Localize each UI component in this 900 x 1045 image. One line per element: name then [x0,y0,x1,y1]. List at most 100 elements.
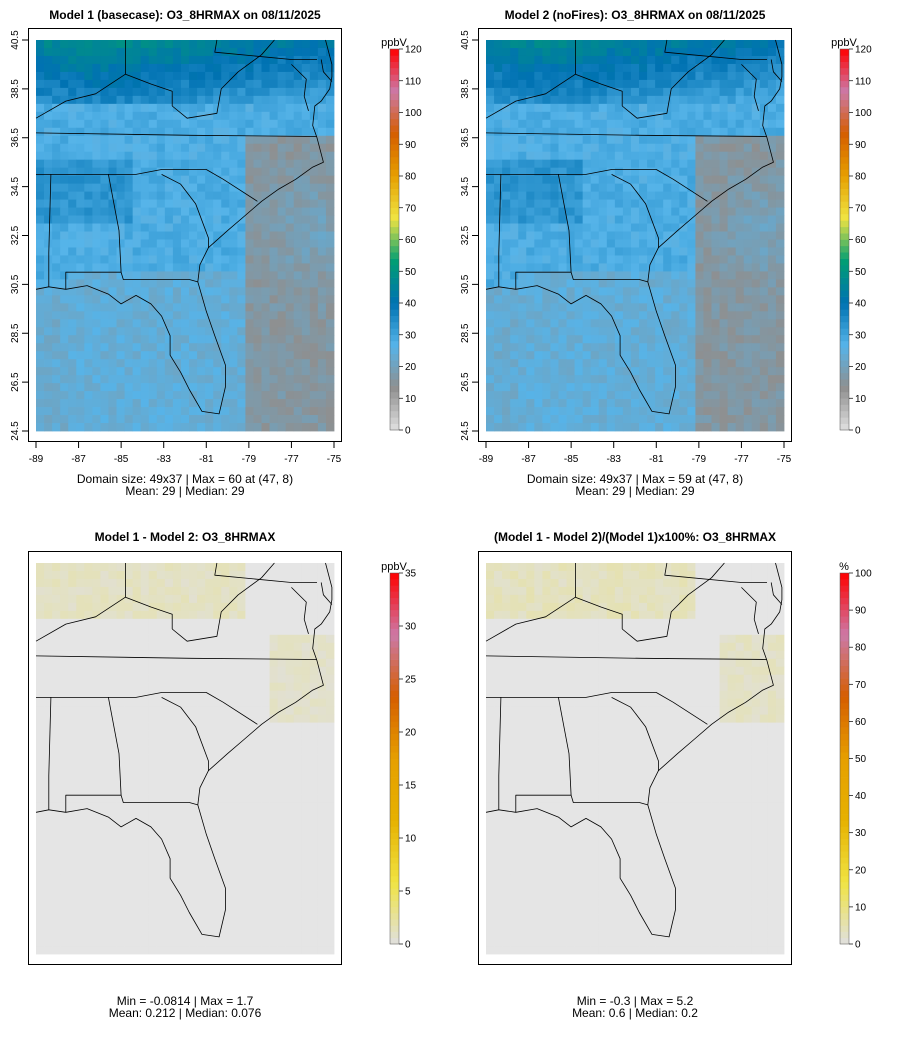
heatmap-cell [486,103,495,113]
heatmap-cell [172,375,182,384]
heatmap-cell [542,383,551,392]
heatmap-cell [221,335,230,344]
heatmap-cell [237,63,246,73]
heatmap-cell [518,71,527,81]
heatmap-cell [68,87,77,97]
colorbar-tick-label: 0 [855,426,861,437]
heatmap-cell [550,351,559,360]
heatmap-cell [550,215,559,224]
heatmap-cell [775,335,785,344]
colorbar-tick-label: 110 [405,76,421,87]
heatmap-cell [132,650,142,660]
heatmap-cell [687,239,696,248]
heatmap-cell [558,239,567,248]
heatmap-cell [606,415,616,424]
heatmap-cell [253,127,262,137]
heatmap-cell [598,79,608,89]
heatmap-cell [140,327,150,336]
heatmap-cell [221,786,230,795]
heatmap-cell [180,714,190,723]
heatmap-cell [598,40,608,49]
heatmap-cell [205,423,214,432]
heatmap-cell [148,223,158,232]
heatmap-cell [550,119,559,129]
heatmap-cell [582,279,592,288]
heatmap-cell [36,610,45,620]
heatmap-cell [60,738,69,747]
heatmap-cell [52,375,61,384]
heatmap-cell [309,47,319,57]
heatmap-cell [124,563,134,572]
heatmap-cell [44,103,53,113]
heatmap-cell [590,295,600,304]
heatmap-cell [148,87,158,97]
heatmap-cell [253,674,262,684]
heatmap-cell [132,247,142,256]
heatmap-cell [124,55,134,65]
heatmap-cell [229,602,238,612]
heatmap-cell [606,223,616,232]
heatmap-cell [172,650,182,660]
heatmap-cell [197,79,206,89]
heatmap-cell [44,263,53,272]
heatmap-cell [164,634,174,644]
heatmap-cell [221,762,230,771]
heatmap-cell [309,271,319,280]
heatmap-cell [205,626,214,636]
heatmap-cell [695,191,704,200]
heatmap-cell [606,103,616,113]
heatmap-cell [92,618,101,628]
heatmap-cell [743,55,753,65]
heatmap-cell [301,650,311,660]
heatmap-cell [727,159,737,169]
colorbar-swatch [390,112,399,120]
heatmap-cell [751,263,761,272]
heatmap-cell [76,239,85,248]
heatmap-cell [325,303,335,312]
heatmap-cell [189,650,198,660]
heatmap-cell [542,239,551,248]
heatmap-cell [36,119,45,129]
heatmap-cell [526,55,535,65]
heatmap-cell [671,407,680,416]
heatmap-cell [727,47,737,57]
heatmap-cell [647,255,656,264]
heatmap-cell [614,111,624,121]
heatmap-cell [132,666,142,676]
heatmap-cell [60,610,69,620]
heatmap-cell [277,183,287,193]
heatmap-cell [630,407,640,416]
heatmap-cell [711,183,720,193]
heatmap-cell [124,95,134,105]
heatmap-cell [253,231,262,240]
heatmap-cell [534,383,543,392]
heatmap-cell [727,79,737,89]
heatmap-cell [116,359,125,368]
heatmap-cell [494,391,503,400]
colorbar-swatch [390,398,399,405]
heatmap-cell [614,375,624,384]
heatmap-cell [164,199,174,208]
heatmap-cell [510,359,519,368]
heatmap-cell [237,199,246,208]
heatmap-cell [510,367,519,376]
heatmap-cell [687,287,696,296]
heatmap-cell [92,423,101,432]
heatmap-cell [148,247,158,256]
heatmap-cell [767,319,777,328]
heatmap-cell [775,127,785,137]
heatmap-cell [719,231,729,240]
heatmap-cell [68,111,77,121]
heatmap-cell [277,239,287,248]
heatmap-cell [116,666,125,676]
heatmap-cell [221,167,230,177]
heatmap-cell [590,119,600,129]
heatmap-cell [285,151,295,161]
heatmap-cell [229,319,238,328]
heatmap-cell [727,303,737,312]
heatmap-cell [285,183,295,193]
heatmap-cell [558,95,567,105]
heatmap-cell [647,375,656,384]
heatmap-cell [197,730,206,739]
heatmap-cell [156,367,166,376]
